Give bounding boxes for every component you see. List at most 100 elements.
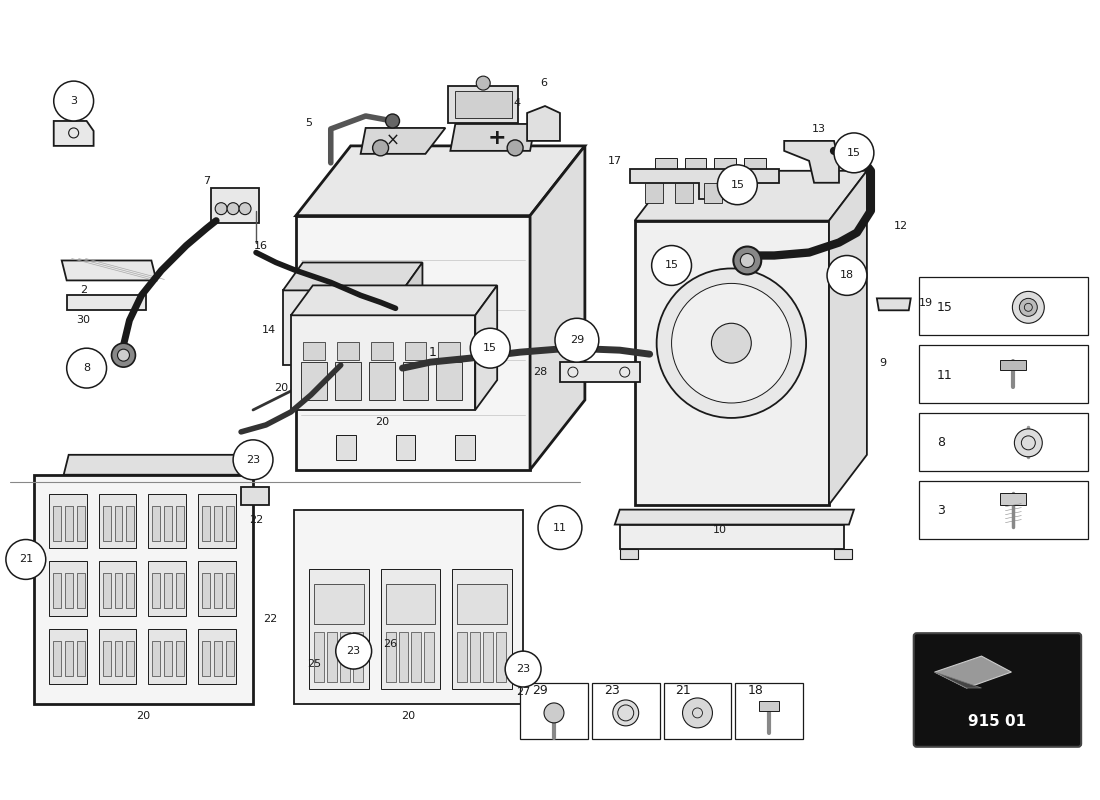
Bar bbox=[102, 641, 110, 676]
Text: 26: 26 bbox=[384, 639, 397, 649]
Bar bbox=[386, 632, 396, 682]
Polygon shape bbox=[834, 550, 851, 559]
Text: 9: 9 bbox=[879, 358, 886, 368]
Bar bbox=[301, 362, 327, 400]
Bar bbox=[126, 506, 134, 541]
Circle shape bbox=[67, 348, 107, 388]
Text: 4: 4 bbox=[513, 98, 520, 108]
Text: 21: 21 bbox=[675, 685, 691, 698]
Bar bbox=[153, 574, 161, 608]
Bar bbox=[153, 506, 161, 541]
Circle shape bbox=[239, 202, 251, 214]
Bar bbox=[411, 632, 421, 682]
Bar bbox=[318, 327, 338, 357]
Text: 27: 27 bbox=[516, 687, 530, 697]
Circle shape bbox=[233, 440, 273, 480]
Bar bbox=[176, 506, 185, 541]
Bar bbox=[560, 362, 640, 382]
Polygon shape bbox=[527, 106, 560, 141]
Text: 30: 30 bbox=[77, 315, 90, 326]
Text: 19: 19 bbox=[918, 298, 933, 308]
Text: 16: 16 bbox=[254, 241, 268, 250]
Bar bbox=[918, 345, 1088, 403]
Text: 12: 12 bbox=[894, 221, 908, 230]
Bar bbox=[227, 641, 234, 676]
Polygon shape bbox=[283, 290, 403, 365]
Bar bbox=[458, 632, 468, 682]
Text: 8: 8 bbox=[937, 436, 945, 450]
Bar bbox=[214, 574, 222, 608]
Circle shape bbox=[6, 539, 46, 579]
Bar bbox=[176, 574, 185, 608]
Bar bbox=[346, 314, 363, 326]
Circle shape bbox=[712, 323, 751, 363]
Bar bbox=[102, 506, 110, 541]
Bar bbox=[153, 641, 161, 676]
Text: 2: 2 bbox=[80, 286, 87, 295]
Bar bbox=[202, 506, 210, 541]
Polygon shape bbox=[935, 656, 1011, 688]
Bar bbox=[314, 632, 323, 682]
Text: ×: × bbox=[386, 132, 399, 150]
Circle shape bbox=[373, 140, 388, 156]
Bar bbox=[126, 574, 134, 608]
Bar bbox=[176, 641, 185, 676]
Polygon shape bbox=[935, 672, 981, 688]
Bar bbox=[114, 506, 122, 541]
Circle shape bbox=[538, 506, 582, 550]
Bar bbox=[53, 641, 60, 676]
Bar bbox=[214, 506, 222, 541]
Bar bbox=[198, 562, 236, 616]
Bar bbox=[374, 314, 389, 326]
Text: 11: 11 bbox=[553, 522, 566, 533]
Polygon shape bbox=[290, 286, 497, 315]
Polygon shape bbox=[296, 216, 530, 470]
Text: 15: 15 bbox=[664, 261, 679, 270]
Text: 7: 7 bbox=[202, 176, 210, 186]
Bar bbox=[164, 641, 173, 676]
Bar bbox=[439, 342, 460, 360]
Bar bbox=[148, 562, 186, 616]
Text: 22: 22 bbox=[249, 514, 263, 525]
Text: 15: 15 bbox=[847, 148, 861, 158]
Text: 14: 14 bbox=[262, 326, 276, 335]
Text: 3: 3 bbox=[937, 504, 945, 517]
Circle shape bbox=[682, 698, 713, 728]
Bar bbox=[371, 342, 393, 360]
Bar bbox=[99, 562, 136, 616]
Circle shape bbox=[336, 633, 372, 669]
Circle shape bbox=[734, 246, 761, 274]
Bar bbox=[381, 570, 440, 689]
Bar bbox=[211, 188, 258, 222]
Bar bbox=[227, 574, 234, 608]
Polygon shape bbox=[619, 525, 844, 550]
Text: 8: 8 bbox=[84, 363, 90, 373]
Polygon shape bbox=[455, 91, 513, 118]
Text: 20: 20 bbox=[375, 417, 389, 427]
Bar bbox=[48, 494, 87, 549]
Polygon shape bbox=[62, 261, 156, 281]
Text: 5: 5 bbox=[306, 118, 312, 128]
Text: 10: 10 bbox=[713, 525, 726, 534]
Circle shape bbox=[657, 269, 806, 418]
Text: 3: 3 bbox=[70, 96, 77, 106]
Bar bbox=[102, 574, 110, 608]
Circle shape bbox=[544, 703, 564, 723]
Circle shape bbox=[111, 343, 135, 367]
Circle shape bbox=[216, 202, 227, 214]
Text: 22: 22 bbox=[263, 614, 277, 624]
Bar bbox=[302, 342, 324, 360]
Bar bbox=[663, 683, 732, 739]
Bar bbox=[645, 182, 662, 202]
Bar bbox=[334, 362, 361, 400]
Circle shape bbox=[471, 328, 510, 368]
Bar bbox=[77, 574, 85, 608]
Polygon shape bbox=[449, 86, 518, 123]
Bar bbox=[340, 632, 350, 682]
Bar bbox=[684, 158, 706, 176]
Text: 28: 28 bbox=[532, 367, 547, 377]
Bar bbox=[164, 506, 173, 541]
Circle shape bbox=[672, 283, 791, 403]
Bar bbox=[425, 632, 435, 682]
FancyBboxPatch shape bbox=[914, 633, 1081, 746]
